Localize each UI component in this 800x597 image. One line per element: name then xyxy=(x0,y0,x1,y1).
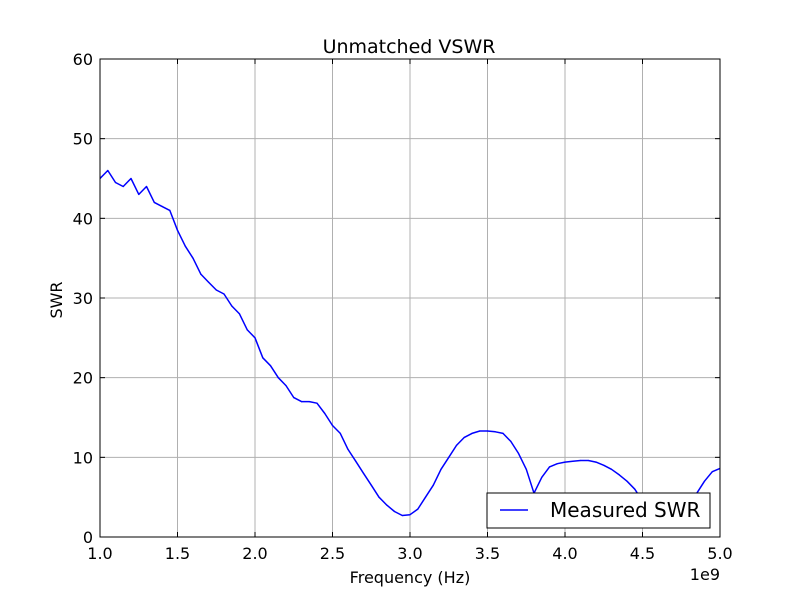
series-point xyxy=(401,514,403,517)
series-point xyxy=(300,401,303,403)
series-point xyxy=(122,185,124,188)
series-point xyxy=(215,289,217,291)
y-tick-label: 0 xyxy=(83,528,93,547)
series-point xyxy=(448,456,450,458)
series-point xyxy=(238,313,241,315)
y-tick-label: 60 xyxy=(73,50,93,69)
x-axis-label: Frequency (Hz) xyxy=(350,568,471,587)
series-point xyxy=(246,329,248,331)
series-point xyxy=(262,357,264,359)
series-point xyxy=(192,257,194,259)
series-point xyxy=(634,488,636,490)
series-point xyxy=(564,461,566,463)
series-point xyxy=(176,229,179,231)
series-point xyxy=(486,430,489,432)
series-point xyxy=(502,432,504,434)
chart-title: Unmatched VSWR xyxy=(323,36,496,58)
series-point xyxy=(455,444,458,446)
series-point xyxy=(339,432,341,434)
series-point xyxy=(440,468,442,470)
series-point xyxy=(231,305,233,307)
series-point xyxy=(114,181,117,184)
x-tick-label: 2.0 xyxy=(242,544,267,563)
series-point xyxy=(424,496,427,498)
series-point xyxy=(393,510,396,513)
x-tick-label: 4.5 xyxy=(630,544,655,563)
series-point xyxy=(254,337,256,339)
series-point xyxy=(138,193,140,195)
series-point xyxy=(463,436,465,438)
series-point xyxy=(331,424,334,427)
y-tick-label: 30 xyxy=(73,289,93,308)
series-point xyxy=(277,377,279,379)
series-point xyxy=(184,245,186,247)
x-axis-offset-label: 1e9 xyxy=(690,565,720,584)
ticks: 1.0 1.5 2.0 2.5 3.0 3.5 4.0 4.5 5.0 0 10 20 30 40 50 60 xyxy=(73,50,733,563)
series-point xyxy=(269,365,272,367)
x-tick-label: 3.0 xyxy=(397,544,422,563)
series-point xyxy=(595,461,597,463)
series-point xyxy=(161,205,163,207)
legend: Measured SWR xyxy=(486,492,711,529)
series-point xyxy=(386,504,388,506)
series-point xyxy=(417,508,419,510)
series-point xyxy=(324,412,326,415)
series-point xyxy=(556,463,558,465)
series-point xyxy=(471,432,473,434)
series-point xyxy=(169,209,171,211)
series-point xyxy=(107,169,109,172)
series-point xyxy=(378,496,380,498)
x-tick-label: 5.0 xyxy=(707,544,732,563)
series-point xyxy=(517,452,520,454)
series-point xyxy=(510,440,512,442)
series-point xyxy=(370,484,372,486)
series-point xyxy=(355,460,357,462)
series-point xyxy=(703,480,706,482)
series-point xyxy=(525,468,527,470)
series-point xyxy=(308,401,310,403)
series-point xyxy=(479,430,481,432)
series-point xyxy=(541,476,543,478)
series-point xyxy=(316,402,318,404)
series-point xyxy=(610,468,613,470)
series-point xyxy=(200,273,202,275)
series-point xyxy=(626,480,628,482)
series-point xyxy=(548,466,551,468)
series-point xyxy=(432,484,434,486)
legend-label-measured-swr: Measured SWR xyxy=(550,498,701,522)
series-point xyxy=(130,177,132,180)
series-point xyxy=(153,201,155,203)
series-point xyxy=(409,514,411,516)
x-tick-label: 1.5 xyxy=(165,544,190,563)
y-tick-label: 20 xyxy=(73,369,93,388)
series-point xyxy=(711,471,713,473)
series-point xyxy=(618,474,620,476)
x-tick-label: 4.0 xyxy=(552,544,577,563)
series-point xyxy=(572,460,574,462)
series-point xyxy=(347,448,349,450)
x-tick-label: 3.5 xyxy=(475,544,500,563)
series-point xyxy=(579,459,582,462)
y-axis-label: SWR xyxy=(47,281,66,318)
y-tick-label: 10 xyxy=(73,448,93,467)
series-point xyxy=(207,281,210,283)
series-point xyxy=(293,397,295,399)
series-point xyxy=(587,459,589,462)
y-tick-label: 40 xyxy=(73,209,93,228)
series-point xyxy=(145,185,148,188)
series-point xyxy=(494,431,496,433)
x-tick-label: 1.0 xyxy=(87,544,112,563)
x-tick-label: 2.5 xyxy=(320,544,345,563)
series-point xyxy=(603,464,605,466)
series-point xyxy=(223,293,225,295)
series-point xyxy=(285,385,287,387)
series-point xyxy=(362,472,365,474)
y-tick-label: 50 xyxy=(73,130,93,149)
